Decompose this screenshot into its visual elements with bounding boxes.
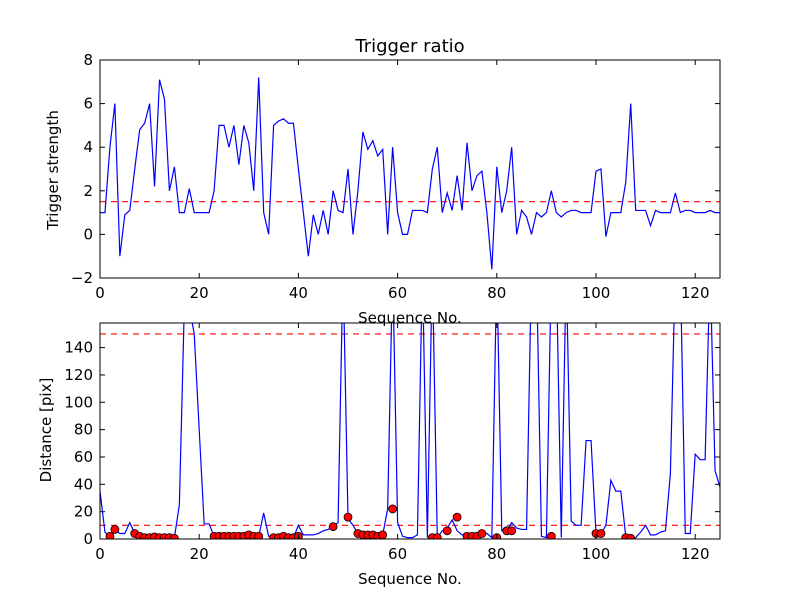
- bottom-y-tick-label: 120: [64, 366, 93, 384]
- bottom-x-tick-label: 40: [289, 545, 308, 563]
- top-y-tick-label: −2: [71, 269, 93, 287]
- bottom-y-tick-label: 100: [64, 393, 93, 411]
- bottom-x-axis-label: Sequence No.: [358, 570, 462, 588]
- top-y-tick-label: 2: [83, 182, 93, 200]
- bottom-y-axis-label: Distance [pix]: [37, 378, 55, 483]
- top-y-tick-label: 0: [83, 225, 93, 243]
- bottom-data-point: [507, 526, 517, 536]
- distance-plot: Sequence No. Distance [pix] 0 20 40 60 80 100…: [37, 322, 721, 588]
- bottom-y-tick-label: 20: [74, 503, 93, 521]
- top-x-tick-label: 0: [95, 284, 105, 302]
- bottom-data-point: [546, 531, 556, 539]
- plot-title: Trigger ratio: [354, 36, 464, 57]
- bottom-axes-frame: [99, 322, 721, 540]
- top-x-tick-label: 40: [289, 284, 308, 302]
- bottom-x-tick-label: 100: [582, 545, 611, 563]
- bottom-y-tick-label: 80: [74, 421, 93, 439]
- top-x-tick-label: 120: [681, 284, 710, 302]
- bottom-data-point: [254, 531, 264, 539]
- top-y-tick-label: 4: [83, 138, 93, 156]
- top-x-tick-label: 100: [582, 284, 611, 302]
- top-plot-area: [100, 77, 720, 270]
- bottom-data-point: [477, 529, 487, 538]
- bottom-data-point: [626, 533, 636, 539]
- top-x-tick-label: 60: [388, 284, 407, 302]
- bottom-x-tick-label: 60: [388, 545, 407, 563]
- bottom-data-point: [110, 525, 120, 534]
- trigger-ratio-plot: Trigger ratio Sequence No. Trigger stren…: [44, 36, 721, 327]
- bottom-data-point: [432, 533, 442, 539]
- top-axes-frame: [99, 59, 721, 279]
- top-y-tick-label: 8: [83, 51, 93, 69]
- bottom-data-point: [596, 529, 606, 538]
- bottom-data-point: [343, 512, 353, 522]
- bottom-series-line: [100, 323, 720, 539]
- bottom-x-tick-label: 120: [681, 545, 710, 563]
- bottom-y-tick-label: 140: [64, 339, 93, 357]
- top-x-tick-label: 20: [190, 284, 209, 302]
- bottom-x-tick-label: 80: [487, 545, 506, 563]
- bottom-data-point: [452, 512, 462, 522]
- bottom-y-tick-label: 0: [83, 530, 93, 548]
- bottom-data-point: [378, 530, 388, 539]
- bottom-data-point: [328, 522, 338, 532]
- top-y-tick-label: 6: [83, 95, 93, 113]
- bottom-data-point: [388, 504, 398, 514]
- bottom-x-tick-label: 0: [95, 545, 105, 563]
- top-series-line: [100, 77, 720, 270]
- bottom-y-tick-label: 40: [74, 475, 93, 493]
- bottom-data-point: [105, 531, 115, 539]
- top-x-axis-label: Sequence No.: [358, 309, 462, 327]
- top-x-tick-label: 80: [487, 284, 506, 302]
- bottom-y-tick-label: 60: [74, 448, 93, 466]
- bottom-plot-area: [100, 323, 720, 539]
- bottom-x-tick-label: 20: [190, 545, 209, 563]
- bottom-data-point: [170, 533, 179, 539]
- bottom-data-point: [442, 526, 452, 536]
- top-y-axis-label: Trigger strength: [44, 110, 62, 231]
